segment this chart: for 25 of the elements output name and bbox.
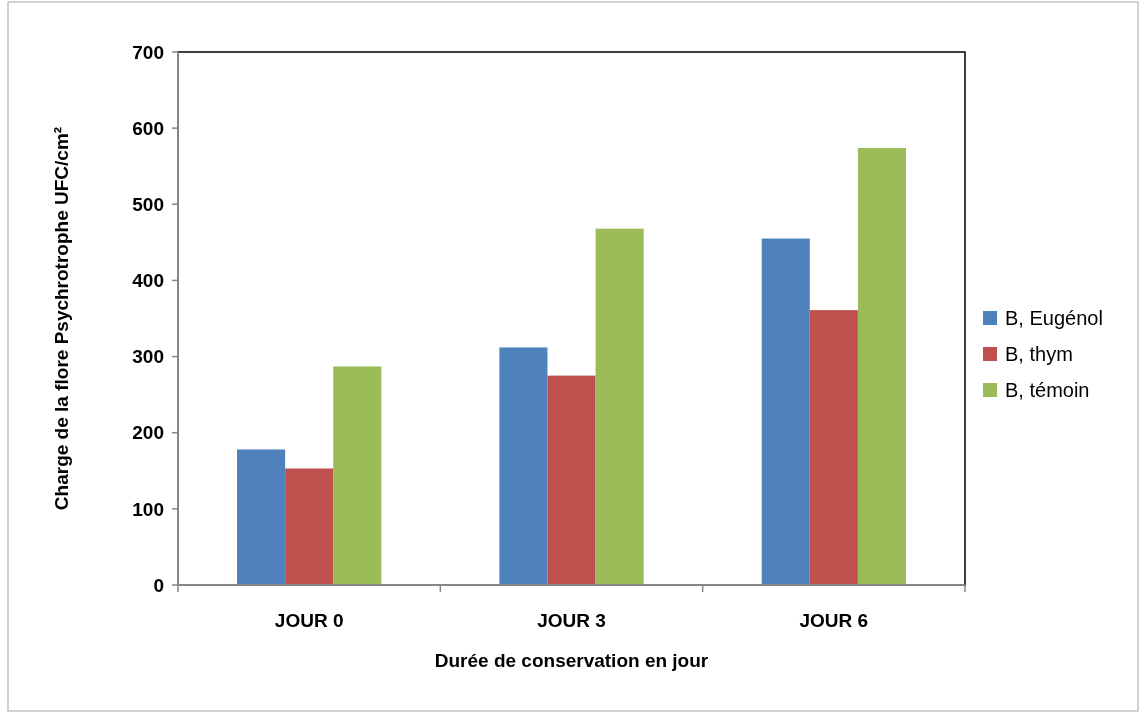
bar <box>333 366 382 585</box>
y-tick-label: 700 <box>132 41 164 63</box>
bar <box>499 347 548 585</box>
x-tick-label: JOUR 6 <box>799 610 869 631</box>
legend-label: B, témoin <box>1005 379 1090 401</box>
y-tick-label: 400 <box>132 270 164 292</box>
bar <box>285 468 334 585</box>
legend-label: B, Eugénol <box>1005 307 1103 329</box>
legend-label: B, thym <box>1005 343 1073 365</box>
y-tick-label: 500 <box>132 193 164 215</box>
bar <box>809 310 858 585</box>
y-tick-label: 300 <box>132 346 164 368</box>
x-axis-title: Durée de conservation en jour <box>434 650 709 671</box>
bar <box>595 228 644 585</box>
bar <box>237 449 286 585</box>
y-tick-label: 200 <box>132 422 164 444</box>
y-tick-label: 0 <box>153 574 164 596</box>
x-tick-label: JOUR 0 <box>274 610 344 631</box>
y-tick-label: 100 <box>132 498 164 520</box>
bar <box>547 375 596 585</box>
y-tick-label: 600 <box>132 117 164 139</box>
x-tick-label: JOUR 3 <box>537 610 606 631</box>
bar <box>857 147 906 585</box>
bar <box>761 238 810 585</box>
y-axis-title: Charge de la flore Psychrotrophe UFC/cm² <box>51 126 72 511</box>
